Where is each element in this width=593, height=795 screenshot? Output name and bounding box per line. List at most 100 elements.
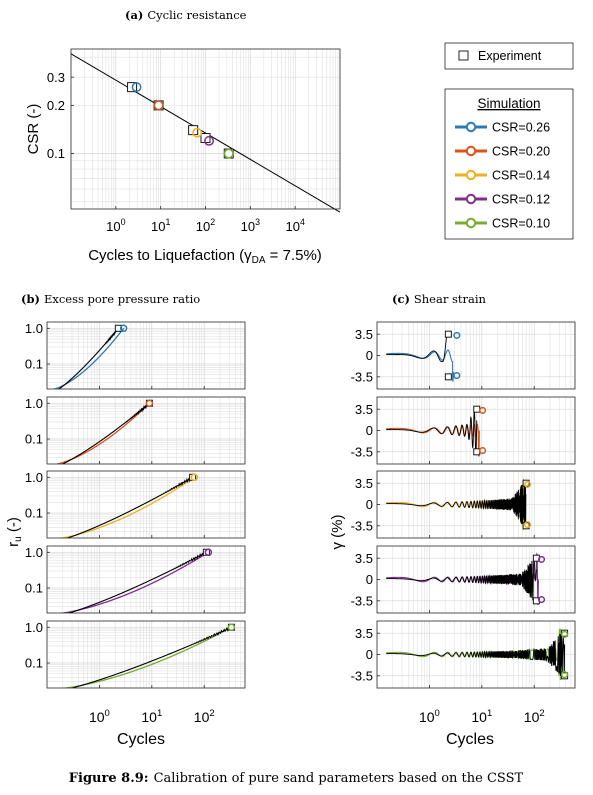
panel-c-subplot-5: 3.5 0 -3.5 100 101 102 — [351, 620, 576, 725]
legend-simulation-entries: CSR=0.26 CSR=0.20 CSR=0.14 CSR=0.12 CSR=0.10 — [455, 121, 550, 231]
panel-b-simulation-circle — [227, 623, 236, 632]
panel-c-experiment-curve — [386, 333, 449, 363]
panel-a-simulation-circle — [204, 135, 214, 146]
legend-simulation-box — [444, 88, 574, 240]
panel-b-curves — [60, 625, 232, 688]
panel-b-experiment-curve — [67, 550, 207, 613]
panel-c-experiment-curve — [386, 482, 527, 527]
panel-c-2-ytick-label: 0 — [366, 423, 373, 438]
panel-b-axes-box — [46, 321, 246, 390]
panel-a-title: (a) Cyclic resistance — [125, 8, 247, 22]
panel-c-1-ytick-label: 0 — [366, 348, 373, 363]
panel-b-subplot-3: 0.1 1.0 — [25, 470, 246, 539]
panel-b-curves — [59, 550, 209, 613]
panel-b-simulation-circle — [145, 399, 154, 408]
legend-simulation-label: CSR=0.20 — [492, 145, 550, 159]
panel-b-simulation-curve — [52, 327, 125, 389]
panel-b-simulation-curve — [57, 476, 195, 538]
panel-a-ylabel: CSR (-) — [25, 104, 42, 155]
panel-a-xtick-label: 103 — [241, 217, 260, 234]
panel-c-simulation-circle-top — [479, 406, 487, 414]
panel-c-xtick-label: 102 — [524, 708, 545, 725]
panel-c-4-ytick-label: -3.5 — [351, 593, 373, 608]
legend-simulation-title: Simulation — [477, 96, 540, 111]
panel-a-simulation-circle — [223, 148, 234, 159]
panel-a-fit-line — [70, 53, 341, 213]
panel-b-3-ytick-label: 0.1 — [25, 506, 43, 521]
panel-b-4-ytick-label: 0.1 — [25, 581, 43, 596]
panel-c-plots: 3.5 0 -3.5 3.5 0 -3.5 3.5 0 -3.5 3.5 0 -3.5 3.5 0 -3.5… — [351, 321, 576, 725]
panel-a-xtick-label: 101 — [151, 217, 170, 234]
legend-circle-marker — [465, 217, 477, 229]
panel-a-markers — [127, 82, 234, 159]
panel-a-ytick-label: 0.2 — [47, 98, 65, 113]
panel-c-curves — [386, 478, 527, 531]
panel-a-simulation-circle — [131, 82, 142, 93]
panel-b-xtick-label: 101 — [141, 708, 162, 725]
panel-b-3-ytick-label: 1.0 — [25, 470, 43, 485]
panel-b-axes-box — [46, 396, 246, 465]
panel-b-curves — [54, 402, 150, 464]
panel-c-3-ytick-label: -3.5 — [351, 518, 373, 533]
panel-c-simulation-circle-top — [453, 331, 461, 339]
panel-c-xlabel: Cycles — [446, 731, 494, 748]
panel-c-xtick-label: 101 — [471, 708, 492, 725]
legend-experiment-box — [444, 42, 574, 70]
panel-b-simulation-curve — [60, 626, 232, 688]
panel-c-5-ytick-label: 3.5 — [355, 626, 373, 641]
panel-b-4-ytick-label: 1.0 — [25, 545, 43, 560]
panel-b-axes-box — [46, 620, 246, 689]
panel-b-axes-box — [46, 470, 246, 539]
panel-c-2-ytick-label: -3.5 — [351, 444, 373, 459]
panel-c-3-ytick-label: 3.5 — [355, 476, 373, 491]
panel-c-experiment-curve — [386, 632, 566, 677]
panel-c-curves — [386, 628, 566, 681]
panel-b-2-ytick-label: 0.1 — [25, 432, 43, 447]
legend-simulation-label: CSR=0.14 — [492, 169, 550, 183]
panel-c-subplot-4: 3.5 0 -3.5 — [351, 545, 576, 614]
panel-a-xlabel: Cycles to Liquefaction (γDA = 7.5%) — [88, 247, 322, 266]
panel-b-1-ytick-label: 1.0 — [25, 321, 43, 336]
panel-b-subplot-2: 0.1 1.0 — [25, 396, 246, 465]
panel-c-1-ytick-label: 3.5 — [355, 327, 373, 342]
panel-c-experiment-square-bottom — [473, 448, 481, 456]
panel-c-simulation-curve — [386, 423, 480, 457]
panel-a-plot: 100 101 102 103 104 0.1 0.2 0.3 — [47, 48, 341, 234]
panel-c-subplot-3: 3.5 0 -3.5 — [351, 470, 576, 539]
legend-circle-marker — [465, 121, 477, 133]
panel-a-ytick-label: 0.1 — [47, 146, 65, 161]
legend-simulation-label: CSR=0.12 — [492, 193, 550, 207]
panel-c-simulation-circle-bottom — [561, 671, 569, 679]
panel-c-simulation-circle-bottom — [524, 521, 532, 529]
panel-c-experiment-square-top — [473, 405, 481, 413]
legend-circle-marker — [465, 145, 477, 157]
panel-b-title: (b) Excess pore pressure ratio — [21, 292, 200, 306]
panel-b-experiment-curve — [65, 475, 194, 538]
panel-b-simulation-curve — [59, 551, 209, 613]
panel-a-xtick-label: 100 — [106, 217, 125, 234]
panel-a-xtick-label: 104 — [285, 217, 304, 234]
panel-c-subplot-1: 3.5 0 -3.5 — [351, 321, 576, 390]
panel-c-ylabel: γ (%) — [329, 515, 346, 550]
panel-b-xtick-label: 102 — [194, 708, 215, 725]
panel-b-2-ytick-label: 1.0 — [25, 396, 43, 411]
panel-c-title: (c) Shear strain — [392, 292, 487, 306]
panel-a-tick-labels: 100 101 102 103 104 0.1 0.2 0.3 — [47, 70, 305, 234]
panel-b-simulation-circle — [204, 548, 213, 557]
legend-circle-marker — [465, 169, 477, 181]
panel-a-simulation-circle — [192, 127, 203, 138]
legend-simulation-label: CSR=0.10 — [492, 217, 550, 231]
panel-b-simulation-curve — [54, 402, 150, 464]
legend-circle-marker — [465, 193, 477, 205]
panel-c-subplot-2: 3.5 0 -3.5 — [351, 396, 576, 465]
figure-caption: Figure 8.9: Calibration of pure sand para… — [69, 771, 524, 786]
panel-c-2-ytick-label: 3.5 — [355, 402, 373, 417]
panel-c-4-ytick-label: 0 — [366, 572, 373, 587]
panel-b-curves — [57, 475, 195, 538]
panel-c-experiment-square-bottom — [444, 373, 452, 381]
panel-b-experiment-curve — [70, 625, 232, 688]
panel-c-1-ytick-label: -3.5 — [351, 369, 373, 384]
legend-simulation: Simulation CSR=0.26CSR=0.20CSR=0.14CSR=0… — [444, 88, 574, 240]
panel-b-simulation-circle — [119, 324, 128, 333]
